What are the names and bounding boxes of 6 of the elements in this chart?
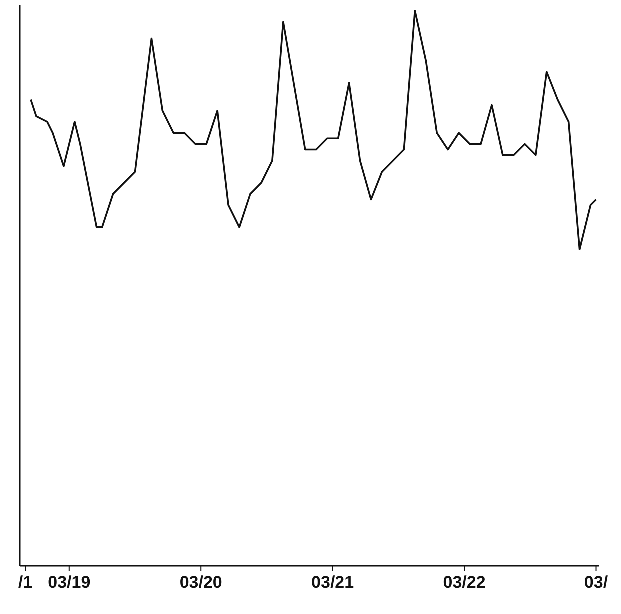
- x-tick-label: 03/: [584, 573, 608, 592]
- x-tick-label: 03/19: [48, 573, 91, 592]
- x-tick-label: 03/21: [312, 573, 354, 592]
- x-tick-label: 03/22: [443, 573, 486, 592]
- x-tick-label: /1: [18, 573, 33, 592]
- x-tick-label: 03/20: [180, 573, 222, 592]
